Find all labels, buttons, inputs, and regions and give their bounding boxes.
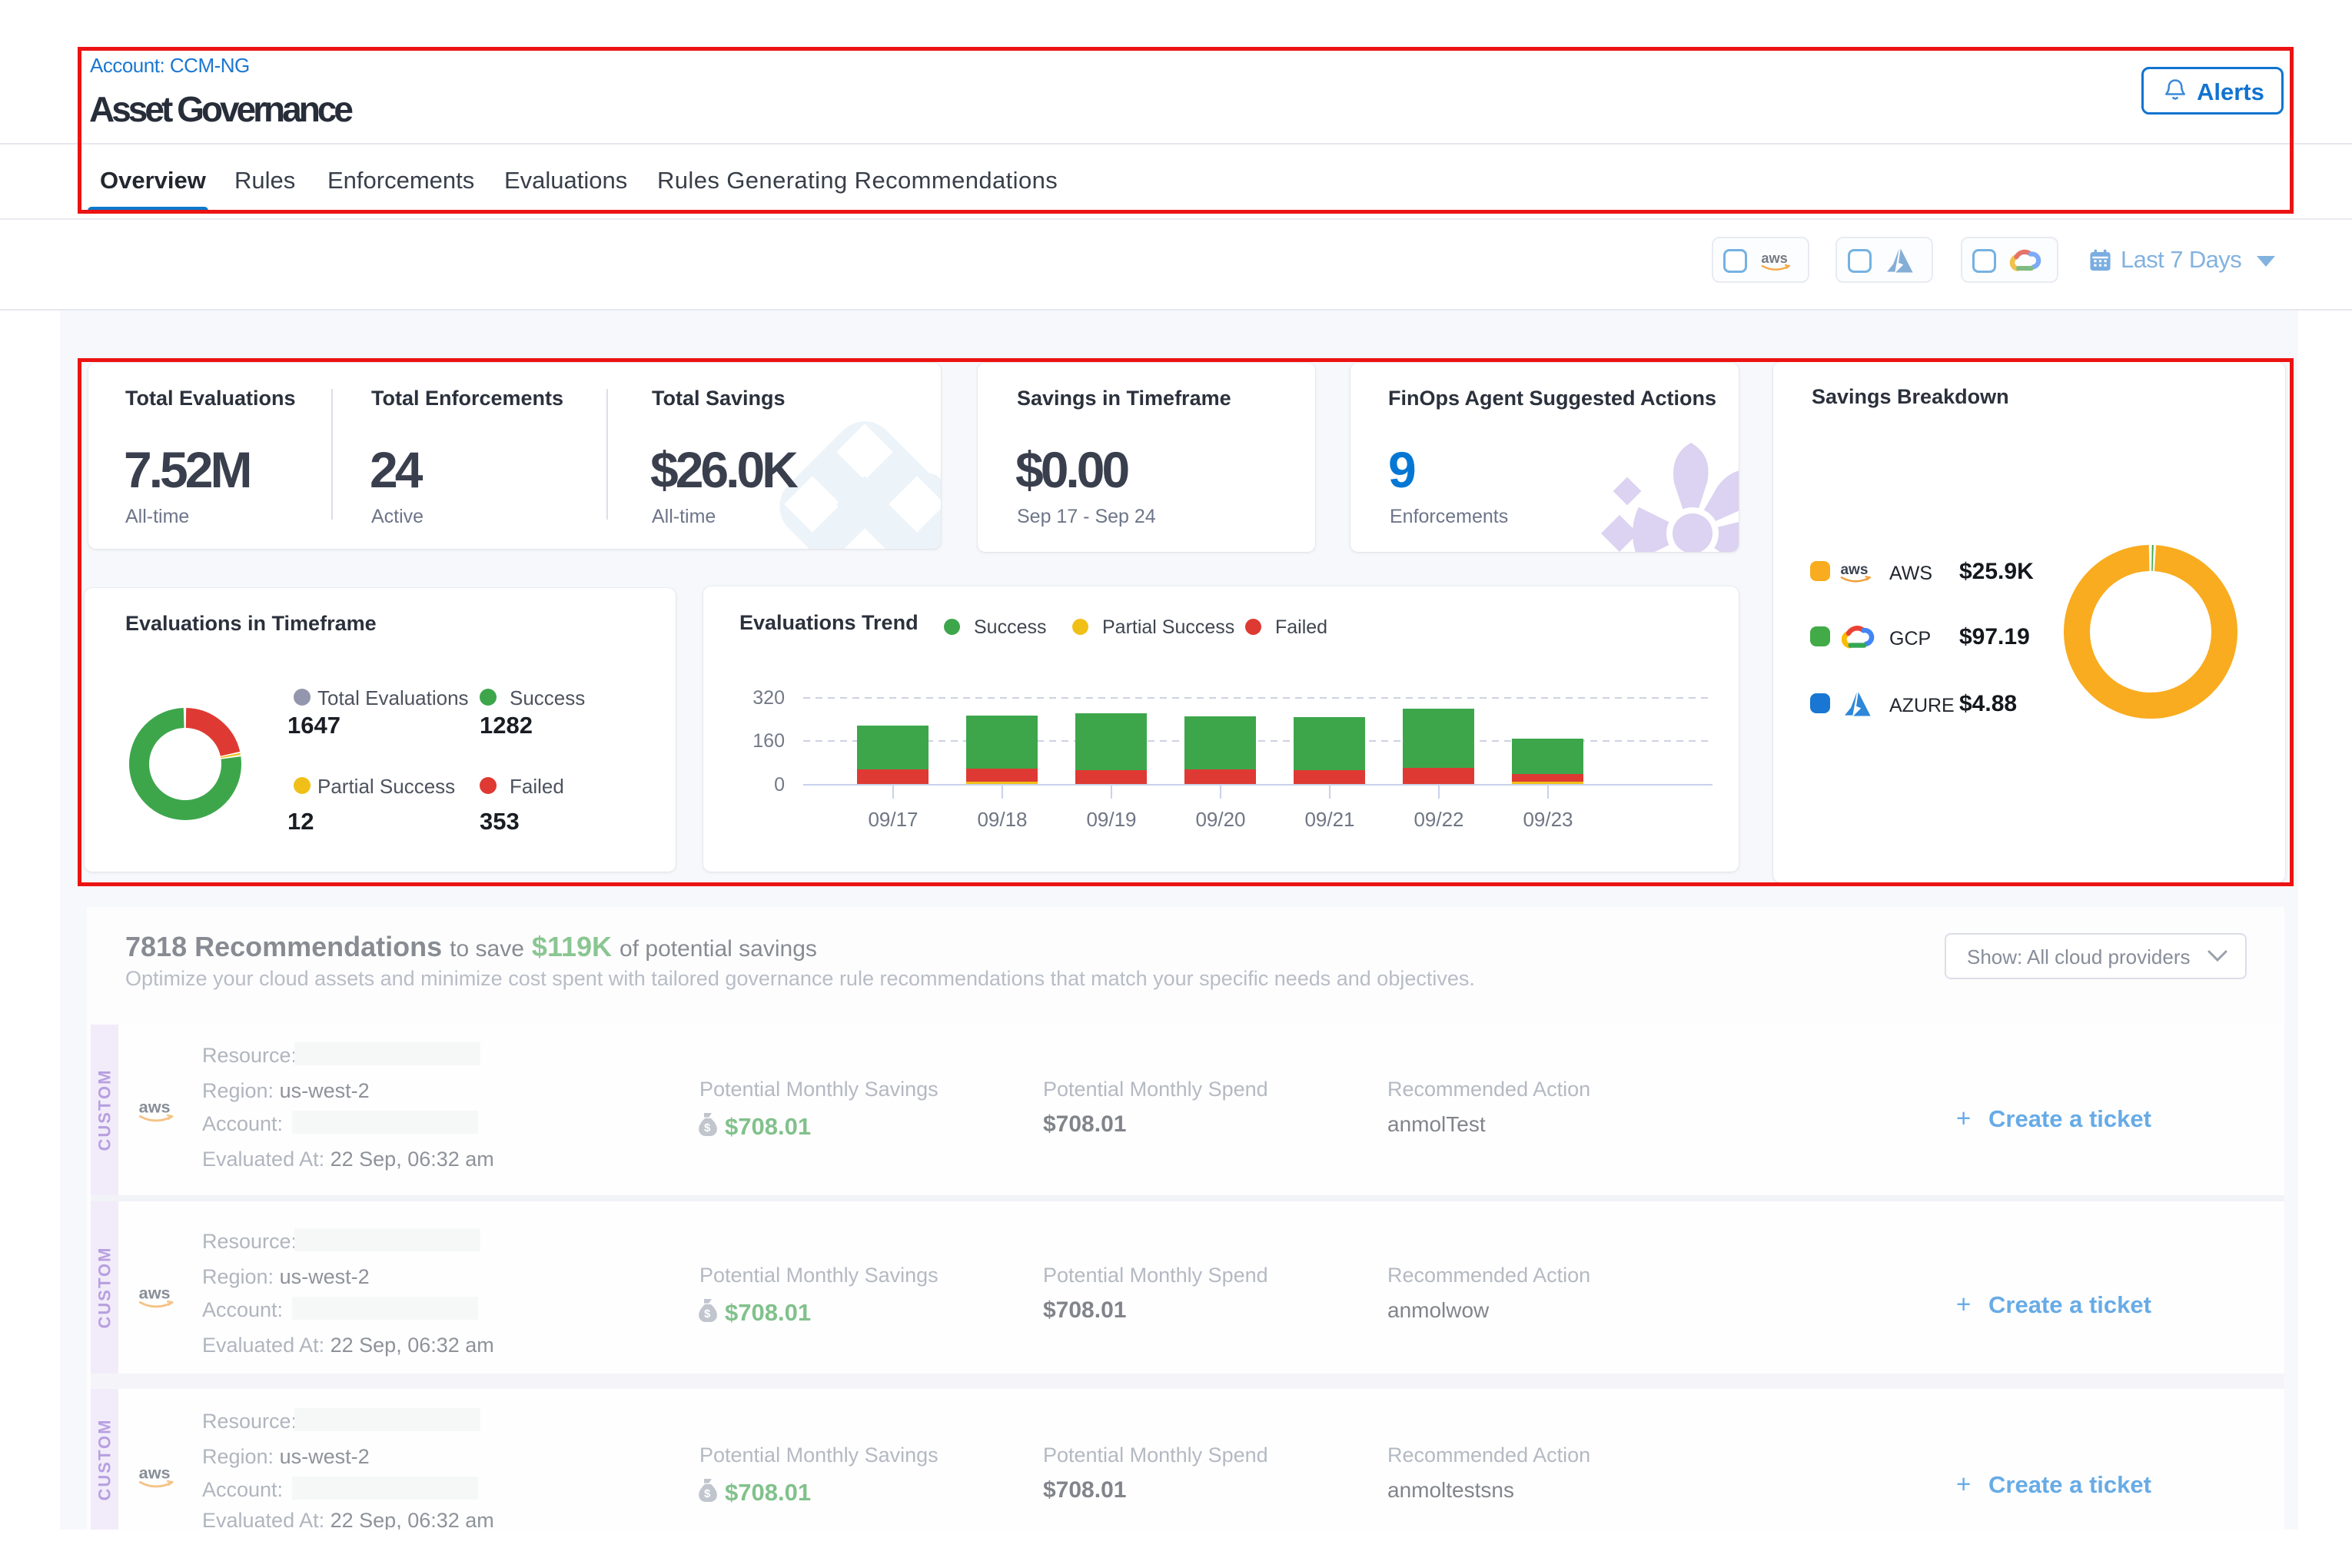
- svg-text:$: $: [704, 1307, 711, 1321]
- svg-text:$: $: [704, 1121, 711, 1134]
- svg-text:aws: aws: [139, 1283, 171, 1302]
- svg-text:$: $: [704, 1487, 711, 1500]
- svg-text:aws: aws: [139, 1097, 171, 1116]
- svg-text:aws: aws: [1840, 562, 1868, 578]
- svg-text:aws: aws: [139, 1463, 171, 1482]
- svg-text:aws: aws: [1761, 251, 1787, 266]
